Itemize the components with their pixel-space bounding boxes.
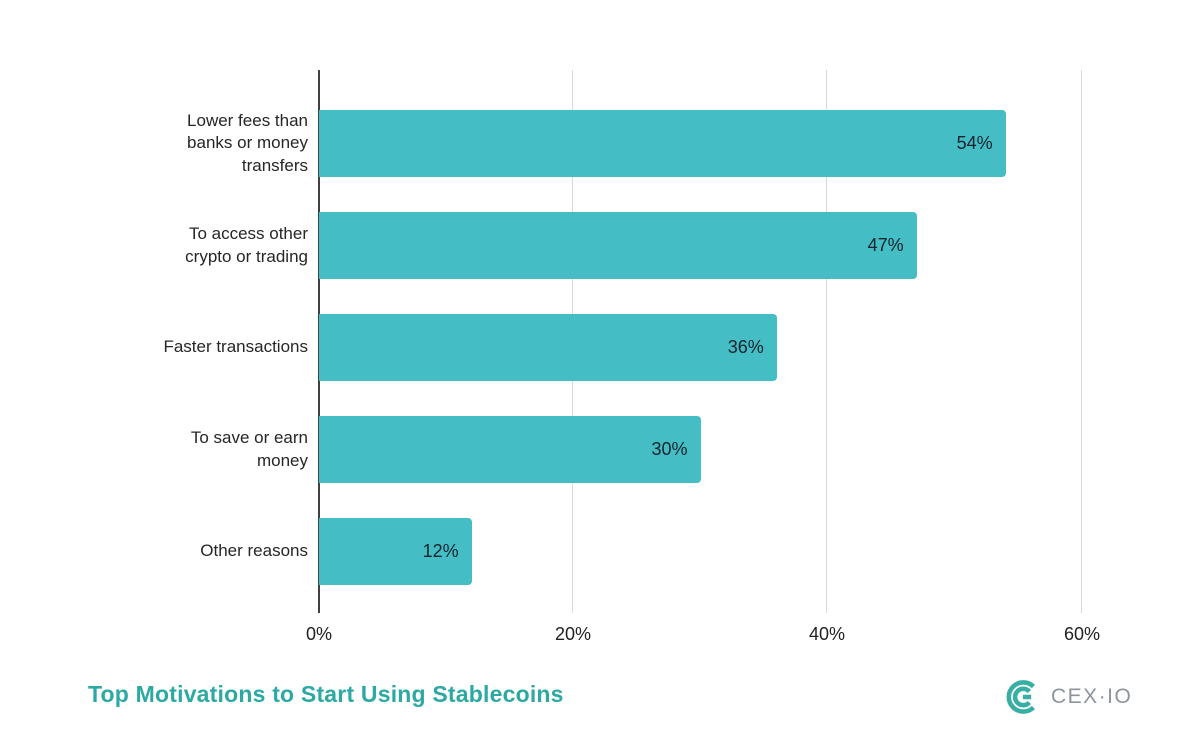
- value-label: 54%: [956, 133, 993, 153]
- cexio-logo-text: CEX·IO: [1051, 685, 1133, 708]
- gridline-60: [1081, 70, 1082, 613]
- bar: 47%: [319, 212, 917, 279]
- x-tick-label: 40%: [808, 624, 846, 644]
- chart-title: Top Motivations to Start Using Stablecoi…: [88, 681, 564, 707]
- category-label: To save or earn money: [190, 428, 308, 470]
- value-label: 30%: [651, 439, 688, 459]
- bar-row: To access other crypto or trading 47%: [0, 212, 1140, 279]
- value-label: 36%: [727, 337, 764, 357]
- value-label: 47%: [867, 235, 904, 255]
- x-tick-label: 20%: [554, 624, 592, 644]
- cexio-logo: CEX·IO: [1003, 677, 1132, 717]
- bar-row: Other reasons 12%: [0, 518, 1140, 585]
- bar: 12%: [319, 518, 472, 585]
- category-label: Lower fees than banks or money transfers: [187, 110, 308, 175]
- category-label: Faster transactions: [163, 337, 308, 357]
- value-label: 12%: [422, 541, 459, 561]
- bar-row: To save or earn money 30%: [0, 416, 1140, 483]
- cexio-logo-icon: [1006, 680, 1036, 714]
- gridline-40: [826, 70, 827, 613]
- category-label: Other reasons: [200, 541, 308, 561]
- bar: 54%: [319, 110, 1006, 177]
- bar: 30%: [319, 416, 701, 483]
- bar-row: Faster transactions 36%: [0, 314, 1140, 381]
- x-tick-label: 60%: [1063, 624, 1101, 644]
- category-label: To access other crypto or trading: [185, 224, 308, 266]
- bar-rows: Lower fees than banks or money transfers…: [0, 70, 1140, 585]
- bar: 36%: [319, 314, 777, 381]
- bar-row: Lower fees than banks or money transfers…: [0, 110, 1140, 177]
- x-tick-label: 0%: [305, 624, 332, 644]
